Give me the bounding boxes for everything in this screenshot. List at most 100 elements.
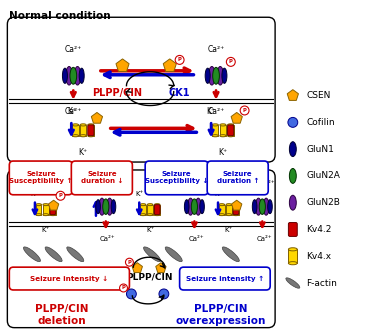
Text: P: P <box>59 193 62 198</box>
Text: K⁺: K⁺ <box>31 191 39 197</box>
Text: Ca²⁺: Ca²⁺ <box>103 181 118 187</box>
Text: GluN2A: GluN2A <box>306 171 341 180</box>
Ellipse shape <box>147 204 153 206</box>
Bar <box>227 125 234 136</box>
Ellipse shape <box>209 66 215 85</box>
Ellipse shape <box>144 247 161 262</box>
Ellipse shape <box>80 135 86 137</box>
Text: CSEN: CSEN <box>306 91 331 100</box>
Ellipse shape <box>255 198 262 215</box>
Polygon shape <box>232 200 242 210</box>
Ellipse shape <box>72 124 79 126</box>
Ellipse shape <box>43 214 49 216</box>
Text: GluN1: GluN1 <box>306 145 335 154</box>
Circle shape <box>127 289 136 299</box>
Text: K⁺: K⁺ <box>42 227 50 233</box>
Text: deletion: deletion <box>37 316 86 326</box>
Ellipse shape <box>184 200 189 214</box>
Ellipse shape <box>70 67 77 84</box>
Ellipse shape <box>220 124 226 126</box>
Bar <box>233 205 239 215</box>
Text: Ca²⁺: Ca²⁺ <box>65 108 82 117</box>
Polygon shape <box>163 59 176 71</box>
Bar <box>43 205 49 215</box>
Ellipse shape <box>23 247 40 262</box>
Ellipse shape <box>36 204 42 206</box>
Ellipse shape <box>99 198 105 215</box>
Text: K⁺: K⁺ <box>214 191 222 197</box>
Bar <box>140 205 146 215</box>
Ellipse shape <box>72 135 79 137</box>
Text: K⁺: K⁺ <box>92 182 100 188</box>
Ellipse shape <box>212 135 218 137</box>
Circle shape <box>56 191 65 200</box>
Text: P: P <box>243 108 247 113</box>
Ellipse shape <box>74 66 81 85</box>
Ellipse shape <box>154 204 160 206</box>
Polygon shape <box>287 90 298 101</box>
Bar <box>50 205 56 215</box>
Text: Seizure
duration ↓: Seizure duration ↓ <box>81 171 123 184</box>
Text: P: P <box>229 59 233 64</box>
FancyBboxPatch shape <box>145 161 208 195</box>
Ellipse shape <box>106 198 113 215</box>
Text: P: P <box>178 57 181 62</box>
Text: PLPP/CIN: PLPP/CIN <box>35 304 88 314</box>
Polygon shape <box>91 113 102 123</box>
Text: PLPP/CIN: PLPP/CIN <box>93 88 142 98</box>
Text: PLPP/CIN: PLPP/CIN <box>194 304 248 314</box>
Text: KA injection: KA injection <box>9 163 80 173</box>
Ellipse shape <box>50 204 56 206</box>
Text: Kv4.x: Kv4.x <box>306 252 332 261</box>
Ellipse shape <box>286 278 300 288</box>
Ellipse shape <box>205 68 210 84</box>
Ellipse shape <box>263 198 269 215</box>
Ellipse shape <box>219 214 224 216</box>
Ellipse shape <box>50 214 56 216</box>
Ellipse shape <box>88 124 94 126</box>
Ellipse shape <box>103 199 109 214</box>
Ellipse shape <box>252 200 257 214</box>
Text: Cofilin: Cofilin <box>306 118 335 127</box>
Ellipse shape <box>96 200 101 214</box>
FancyBboxPatch shape <box>7 170 275 328</box>
Text: Ca²⁺: Ca²⁺ <box>207 108 225 117</box>
Ellipse shape <box>79 68 84 84</box>
Text: P: P <box>122 286 125 291</box>
Ellipse shape <box>268 200 272 214</box>
Ellipse shape <box>259 199 265 214</box>
Text: Ca²⁺: Ca²⁺ <box>191 181 207 187</box>
Ellipse shape <box>288 262 297 265</box>
Text: P: P <box>128 260 131 265</box>
Text: Ca²⁺: Ca²⁺ <box>207 45 225 54</box>
FancyBboxPatch shape <box>233 205 239 215</box>
Text: Seizure intensity ↓: Seizure intensity ↓ <box>30 276 108 282</box>
Ellipse shape <box>43 204 49 206</box>
Ellipse shape <box>233 204 239 206</box>
Circle shape <box>119 284 128 292</box>
Text: Ca²⁺: Ca²⁺ <box>259 181 275 187</box>
Polygon shape <box>116 59 129 71</box>
Ellipse shape <box>80 124 86 126</box>
FancyBboxPatch shape <box>88 125 94 136</box>
Text: K⁺: K⁺ <box>67 108 76 117</box>
Text: Seizure
duration ↑: Seizure duration ↑ <box>217 171 259 184</box>
Text: Seizure
Susceptibility ↓: Seizure Susceptibility ↓ <box>145 171 209 184</box>
Ellipse shape <box>233 214 239 216</box>
Ellipse shape <box>66 66 72 85</box>
Circle shape <box>125 258 133 266</box>
Ellipse shape <box>213 67 219 84</box>
Circle shape <box>159 289 169 299</box>
Circle shape <box>240 106 249 115</box>
Ellipse shape <box>217 66 224 85</box>
Ellipse shape <box>212 124 218 126</box>
Text: K⁺: K⁺ <box>219 148 227 157</box>
Text: CK1: CK1 <box>169 88 190 98</box>
Ellipse shape <box>222 247 239 262</box>
Text: Ca²⁺: Ca²⁺ <box>100 236 116 242</box>
Ellipse shape <box>140 214 146 216</box>
Text: Seizure
Susceptibility ↑: Seizure Susceptibility ↑ <box>9 171 72 184</box>
Polygon shape <box>132 263 142 273</box>
Ellipse shape <box>220 135 226 137</box>
FancyBboxPatch shape <box>154 205 160 215</box>
